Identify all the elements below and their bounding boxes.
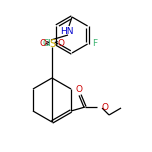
Text: HN: HN: [60, 26, 74, 36]
Text: O: O: [76, 85, 83, 95]
Text: F: F: [93, 38, 98, 47]
Text: O: O: [101, 102, 108, 112]
Text: S: S: [49, 39, 55, 49]
Text: O: O: [57, 38, 64, 47]
Text: Cl: Cl: [43, 38, 51, 47]
Text: O: O: [40, 38, 47, 47]
